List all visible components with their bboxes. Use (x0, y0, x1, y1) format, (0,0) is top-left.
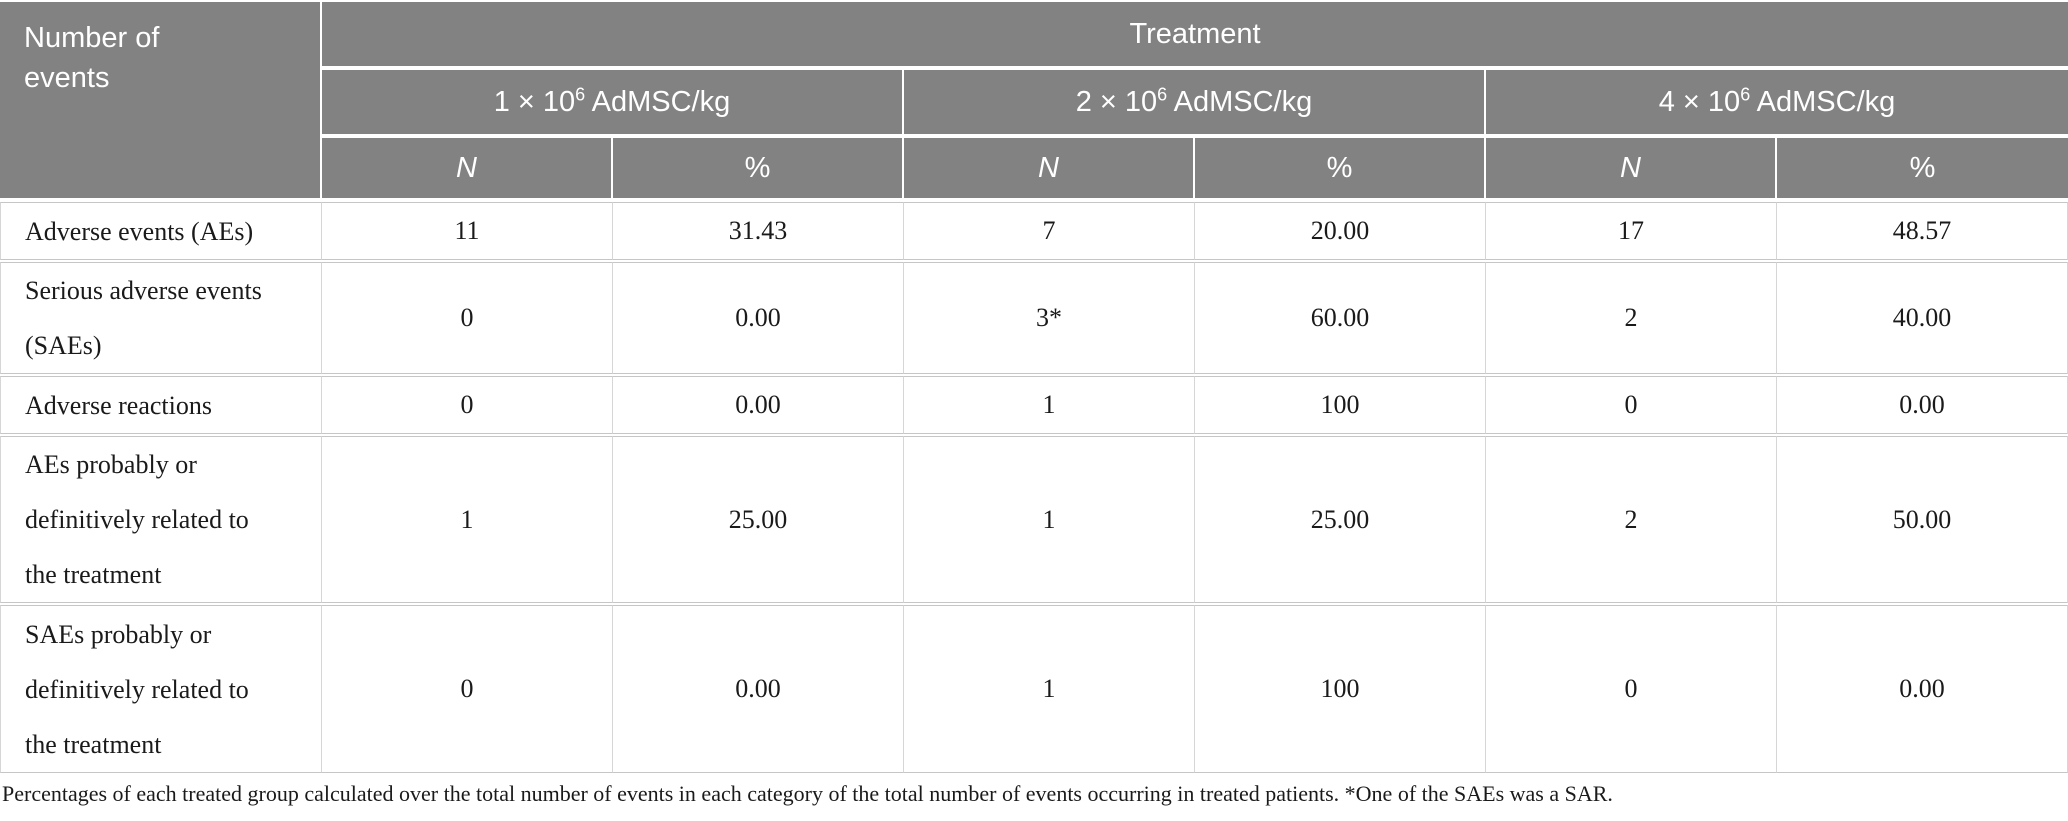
dose-superscript: 6 (1157, 83, 1168, 104)
treatment-header: Treatment (322, 2, 2068, 68)
row-label: Adverse events (AEs) (0, 202, 322, 260)
pct-column-header: % (1195, 138, 1486, 200)
dose-header-1e6: 1 × 106 AdMSC/kg (322, 70, 904, 136)
dose-text: 4 × 10 (1658, 85, 1741, 118)
dose-header-4e6: 4 × 106 AdMSC/kg (1486, 70, 2068, 136)
pct-column-header: % (1777, 138, 2068, 200)
table-row: Adverse events (AEs) 11 31.43 7 20.00 17… (0, 202, 2068, 260)
value-cell: 0.00 (613, 262, 904, 374)
value-cell: 20.00 (1195, 202, 1486, 260)
row-label: Serious adverse events (SAEs) (0, 262, 322, 374)
row-label: Adverse reactions (0, 376, 322, 434)
n-column-header: N (904, 138, 1195, 200)
value-cell: 60.00 (1195, 262, 1486, 374)
dose-superscript: 6 (575, 83, 586, 104)
value-cell: 0.00 (613, 605, 904, 773)
value-cell: 3* (904, 262, 1195, 374)
table-footnote: Percentages of each treated group calcul… (2, 781, 1613, 806)
value-cell: 1 (904, 376, 1195, 434)
table-row: AEs probably or definitively related to … (0, 436, 2068, 603)
row-label: AEs probably or definitively related to … (0, 436, 322, 603)
dose-text: 2 × 10 (1075, 85, 1158, 118)
value-cell: 25.00 (613, 436, 904, 603)
value-cell: 25.00 (1195, 436, 1486, 603)
corner-header-number-of-events: Number of events (0, 2, 322, 200)
dose-unit: AdMSC/kg (1167, 85, 1313, 118)
table-header: Number of events Treatment 1 × 106 AdMSC… (0, 2, 2068, 200)
value-cell: 0 (322, 605, 613, 773)
n-column-header: N (1486, 138, 1777, 200)
value-cell: 0.00 (613, 376, 904, 434)
value-cell: 2 (1486, 436, 1777, 603)
dose-unit: AdMSC/kg (585, 85, 731, 118)
value-cell: 0.00 (1777, 605, 2068, 773)
adverse-events-table: Number of events Treatment 1 × 106 AdMSC… (0, 2, 2068, 773)
value-cell: 1 (904, 436, 1195, 603)
value-cell: 0 (322, 262, 613, 374)
value-cell: 0 (1486, 605, 1777, 773)
value-cell: 2 (1486, 262, 1777, 374)
table-row: SAEs probably or definitively related to… (0, 605, 2068, 773)
value-cell: 31.43 (613, 202, 904, 260)
table-row: Serious adverse events (SAEs) 0 0.00 3* … (0, 262, 2068, 374)
value-cell: 0.00 (1777, 376, 2068, 434)
row-label: SAEs probably or definitively related to… (0, 605, 322, 773)
value-cell: 100 (1195, 605, 1486, 773)
n-column-header: N (322, 138, 613, 200)
value-cell: 48.57 (1777, 202, 2068, 260)
dose-superscript: 6 (1740, 83, 1751, 104)
table-body: Adverse events (AEs) 11 31.43 7 20.00 17… (0, 202, 2068, 773)
dose-header-2e6: 2 × 106 AdMSC/kg (904, 70, 1486, 136)
value-cell: 1 (322, 436, 613, 603)
value-cell: 0 (322, 376, 613, 434)
value-cell: 40.00 (1777, 262, 2068, 374)
dose-unit: AdMSC/kg (1750, 85, 1896, 118)
value-cell: 0 (1486, 376, 1777, 434)
pct-column-header: % (613, 138, 904, 200)
value-cell: 1 (904, 605, 1195, 773)
value-cell: 11 (322, 202, 613, 260)
table-row: Adverse reactions 0 0.00 1 100 0 0.00 (0, 376, 2068, 434)
value-cell: 17 (1486, 202, 1777, 260)
value-cell: 50.00 (1777, 436, 2068, 603)
dose-text: 1 × 10 (493, 85, 576, 118)
value-cell: 100 (1195, 376, 1486, 434)
value-cell: 7 (904, 202, 1195, 260)
